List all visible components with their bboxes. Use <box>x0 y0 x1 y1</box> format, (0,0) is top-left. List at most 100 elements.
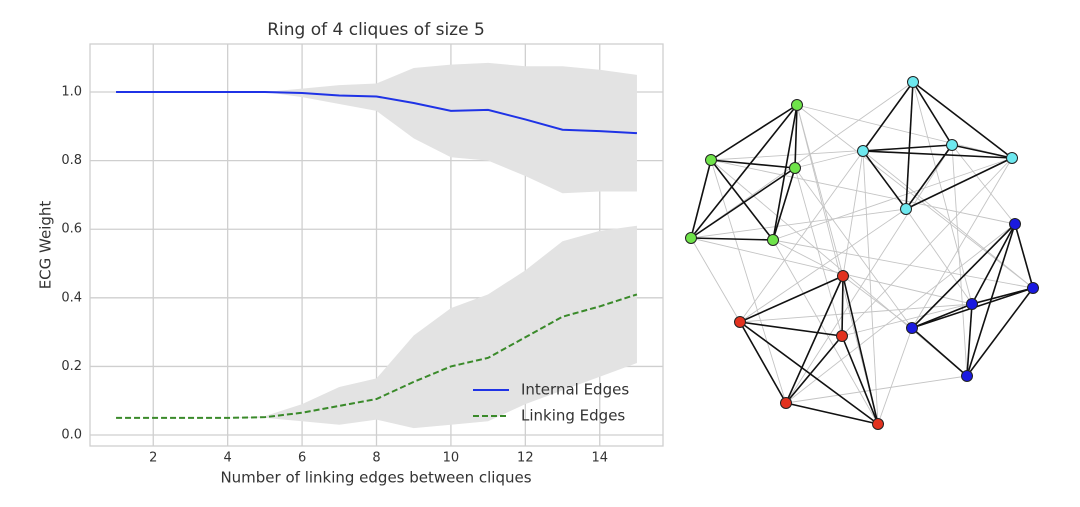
link-edge <box>772 239 844 277</box>
internal-edge <box>710 159 796 169</box>
link-edge <box>796 104 1013 159</box>
internal-edge <box>905 144 953 210</box>
y-tick-label: 1.0 <box>61 85 82 100</box>
internal-edge <box>785 335 843 404</box>
node <box>906 322 918 334</box>
link-edge <box>905 208 973 305</box>
internal-edge <box>841 335 879 425</box>
internal-edge <box>739 321 787 404</box>
node <box>705 154 717 166</box>
x-tick-label: 8 <box>372 451 380 466</box>
internal-edge <box>911 223 1016 329</box>
internal-edge <box>912 81 1013 159</box>
node <box>1027 282 1039 294</box>
link-edge <box>842 150 864 277</box>
link-edge <box>690 208 907 239</box>
x-tick-label: 2 <box>149 451 157 466</box>
internal-edge <box>690 167 796 239</box>
network-diagram <box>685 76 1039 430</box>
error-band <box>116 225 637 429</box>
node <box>872 418 884 430</box>
node <box>900 203 912 215</box>
internal-edge <box>862 144 953 152</box>
internal-edge <box>1014 223 1034 289</box>
internal-edge <box>912 81 953 146</box>
y-tick-label: 0.0 <box>61 428 82 443</box>
x-tick-label: 12 <box>517 451 534 466</box>
node <box>1009 218 1021 230</box>
link-edge <box>842 275 913 329</box>
x-tick-label: 6 <box>298 451 306 466</box>
x-axis-label: Number of linking edges between cliques <box>220 469 531 487</box>
internal-edge <box>739 321 879 425</box>
link-edge <box>877 327 913 425</box>
link-edge <box>772 239 879 425</box>
internal-edge <box>966 223 1016 377</box>
legend-label: Internal Edges <box>521 381 629 399</box>
x-tick-label: 14 <box>591 451 608 466</box>
node <box>966 298 978 310</box>
internal-edge <box>785 402 879 425</box>
link-edge <box>690 237 973 305</box>
link-edge <box>785 375 968 404</box>
link-edge <box>710 159 968 377</box>
internal-edge <box>841 275 844 337</box>
link-edge <box>951 144 968 377</box>
link-edge <box>862 150 879 425</box>
x-tick-label: 10 <box>443 451 460 466</box>
link-edge <box>862 150 1034 289</box>
node <box>767 234 779 246</box>
internal-edge <box>785 275 844 404</box>
y-axis-label: ECG Weight <box>37 201 55 290</box>
error-band <box>116 62 637 194</box>
chart-title: Ring of 4 cliques of size 5 <box>267 20 485 40</box>
internal-edge <box>862 81 914 152</box>
internal-edge <box>905 81 914 210</box>
internal-edge <box>966 303 973 377</box>
line <box>116 293 638 419</box>
internal-edge <box>690 237 774 241</box>
internal-edge <box>739 321 843 337</box>
internal-edge <box>862 150 907 210</box>
link-edge <box>794 167 913 329</box>
internal-edge <box>772 104 798 241</box>
x-tick-label: 4 <box>224 451 232 466</box>
link-edge <box>794 167 843 337</box>
y-tick-label: 0.8 <box>61 153 82 168</box>
node <box>791 99 803 111</box>
y-tick-label: 0.6 <box>61 222 82 237</box>
link-edge <box>912 81 973 305</box>
node <box>907 76 919 88</box>
link-edge <box>772 157 1013 241</box>
internal-edge <box>710 159 774 241</box>
internal-edge <box>951 144 1013 159</box>
internal-edge <box>794 104 798 169</box>
link-edge <box>690 81 914 239</box>
internal-edge <box>862 150 1013 159</box>
internal-edge <box>710 104 798 161</box>
node <box>961 370 973 382</box>
y-tick-label: 0.2 <box>61 359 82 374</box>
node <box>946 139 958 151</box>
internal-edge <box>772 167 796 241</box>
link-edge <box>785 223 1016 404</box>
link-edge <box>772 239 1034 289</box>
internal-edge <box>842 275 879 425</box>
link-edge <box>710 159 1016 225</box>
y-tick-label: 0.4 <box>61 290 82 305</box>
internal-edge <box>905 157 1013 210</box>
internal-edge <box>690 104 798 239</box>
link-edge <box>911 157 1013 329</box>
legend-label: Linking Edges <box>521 407 625 425</box>
internal-edge <box>911 303 973 329</box>
internal-edge <box>739 275 844 323</box>
node <box>1006 152 1018 164</box>
link-edge <box>710 159 787 404</box>
internal-edge <box>966 287 1034 377</box>
node <box>789 162 801 174</box>
link-edge <box>794 150 864 169</box>
internal-edge <box>690 159 712 239</box>
node <box>837 270 849 282</box>
internal-edge <box>971 223 1016 305</box>
